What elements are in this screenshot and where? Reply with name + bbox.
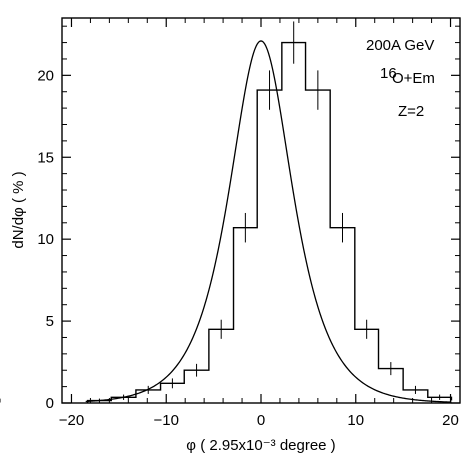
- energy-annotation: 200A GeV: [366, 37, 434, 54]
- x-tick-labels: −20 −10 0 10 20: [59, 412, 459, 429]
- x-tick-label: 10: [347, 412, 364, 429]
- beam-annotation: O+Em: [392, 70, 435, 87]
- x-tick-label: −20: [59, 412, 84, 429]
- x-tick-label: −10: [154, 412, 179, 429]
- fit-curve: [85, 40, 452, 403]
- beam-prefix-annotation: 16: [380, 65, 397, 82]
- y-tick-label: 0: [46, 395, 54, 412]
- y-tick-label: 10: [37, 231, 54, 248]
- tick-group: [62, 18, 460, 404]
- charge-annotation: Z=2: [398, 103, 424, 120]
- y-tick-labels: 0 5 10 15 20: [37, 67, 54, 412]
- x-tick-label: 20: [442, 412, 459, 429]
- y-tick-label: 5: [46, 313, 54, 330]
- y-tick-label: 15: [37, 149, 54, 166]
- y-axis-title: dN/dφ ( % ): [10, 171, 27, 248]
- y-tick-label: 20: [37, 67, 54, 84]
- x-tick-label: 0: [257, 412, 265, 429]
- error-bar-group: [0, 21, 441, 403]
- x-axis-title: φ ( 2.95x10⁻³ degree ): [186, 437, 335, 454]
